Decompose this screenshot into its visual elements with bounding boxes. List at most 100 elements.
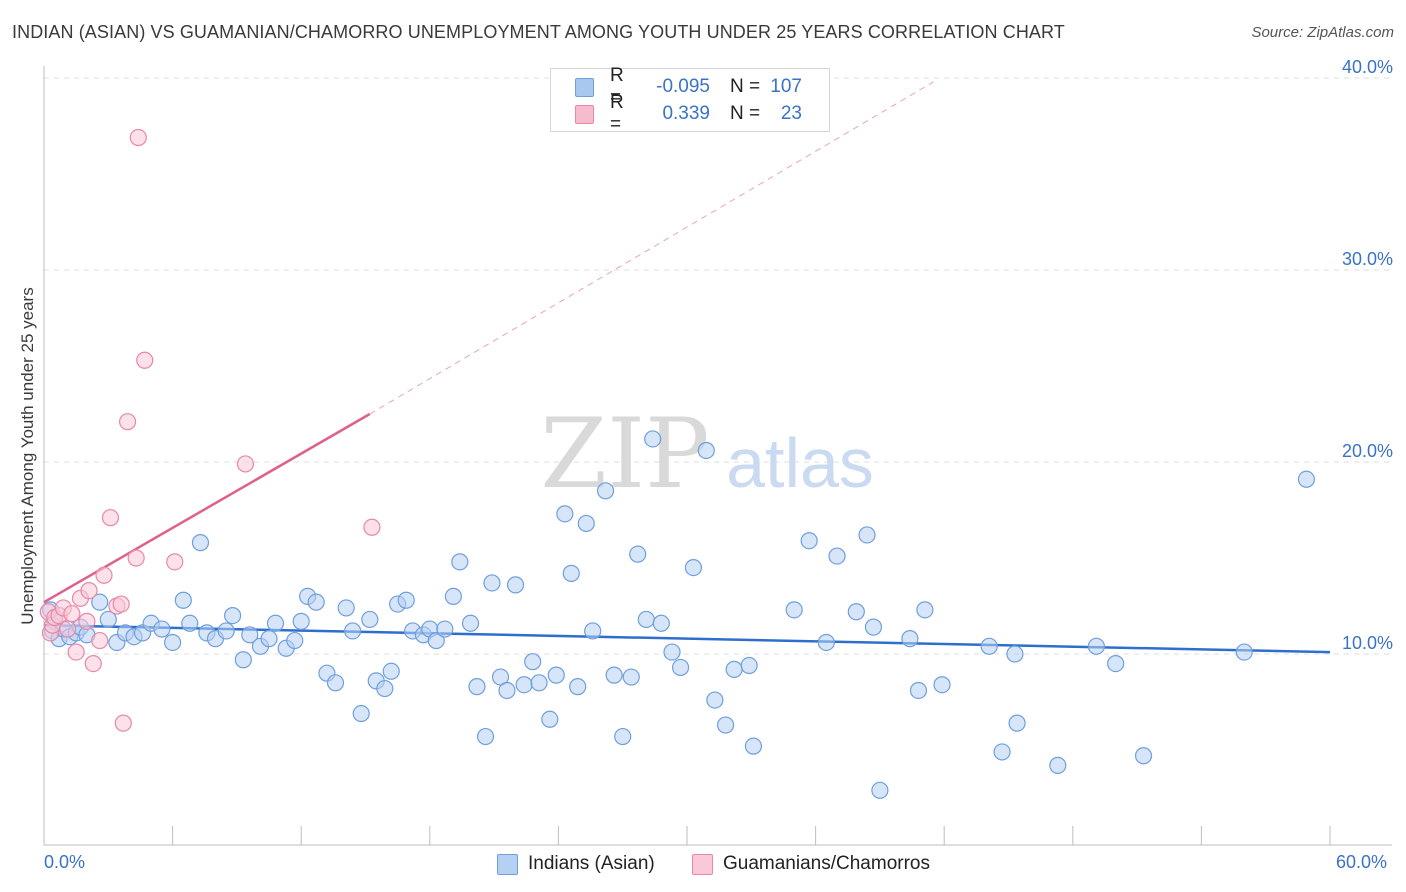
correlation-legend: R = -0.095 N = 107 R = 0.339 N = 23 bbox=[550, 65, 830, 135]
point-indians bbox=[871, 781, 889, 799]
bottom-legend-swatch-indians bbox=[497, 853, 518, 875]
point-indians bbox=[91, 593, 109, 611]
point-indians bbox=[605, 666, 623, 684]
point-indians bbox=[663, 643, 681, 661]
point-indians bbox=[1134, 747, 1153, 765]
point-indians bbox=[164, 633, 182, 652]
point-indians bbox=[344, 622, 362, 640]
legend-r-value: -0.095 bbox=[656, 76, 710, 97]
point-indians bbox=[993, 743, 1011, 761]
legend-n-value: 107 bbox=[770, 76, 802, 97]
point-indians bbox=[191, 534, 210, 552]
bottom-legend-swatch-guamanians bbox=[692, 853, 713, 875]
point-indians bbox=[217, 622, 235, 640]
trend-line-1 bbox=[43, 412, 371, 604]
point-guamanians bbox=[91, 631, 109, 650]
point-indians bbox=[740, 656, 758, 675]
point-indians bbox=[909, 681, 928, 700]
point-guamanians bbox=[95, 566, 113, 584]
point-guamanians bbox=[136, 351, 154, 369]
point-indians bbox=[224, 606, 242, 625]
point-indians bbox=[629, 545, 647, 563]
point-indians bbox=[1107, 654, 1125, 673]
legend-n-label: N = bbox=[730, 103, 761, 124]
point-guamanians bbox=[58, 620, 77, 638]
point-indians bbox=[980, 637, 998, 655]
point-indians bbox=[292, 612, 310, 630]
point-guamanians bbox=[101, 509, 120, 527]
point-indians bbox=[427, 631, 445, 650]
point-indians bbox=[596, 482, 615, 500]
axes bbox=[43, 66, 1392, 846]
point-indians bbox=[266, 614, 285, 632]
point-indians bbox=[622, 668, 640, 686]
point-indians bbox=[800, 532, 818, 550]
legend-row-guamanians: R = 0.339 N = 23 bbox=[575, 92, 802, 135]
point-indians bbox=[569, 678, 587, 696]
point-indians bbox=[864, 618, 883, 636]
y-tick-label: 10.0% bbox=[1342, 633, 1393, 653]
y-tick-label: 40.0% bbox=[1342, 57, 1393, 77]
point-indians bbox=[468, 678, 486, 696]
point-guamanians bbox=[363, 518, 381, 536]
point-indians bbox=[716, 716, 735, 734]
point-indians bbox=[541, 710, 559, 728]
bottom-legend-label-indians: Indians (Asian) bbox=[528, 853, 655, 874]
point-indians bbox=[515, 676, 533, 694]
legend-r-value: 0.339 bbox=[662, 103, 710, 124]
point-indians bbox=[637, 610, 655, 629]
point-indians bbox=[234, 651, 252, 669]
legend-swatch-indians bbox=[575, 77, 594, 97]
point-indians bbox=[901, 630, 919, 648]
point-indians bbox=[382, 662, 400, 680]
point-guamanians bbox=[236, 455, 255, 473]
point-indians bbox=[652, 614, 670, 632]
legend-r-label: R = bbox=[610, 65, 624, 108]
y-tick-label: 30.0% bbox=[1342, 249, 1393, 269]
point-guamanians bbox=[114, 714, 132, 732]
point-indians bbox=[181, 614, 199, 632]
point-indians bbox=[933, 676, 951, 694]
point-indians bbox=[506, 576, 525, 594]
legend-row-indians: R = -0.095 N = 107 bbox=[575, 65, 802, 108]
point-indians bbox=[1049, 756, 1067, 774]
point-indians bbox=[697, 441, 715, 460]
point-indians bbox=[461, 614, 480, 632]
point-indians bbox=[376, 679, 394, 698]
source-label: Source: ZipAtlas.com bbox=[1251, 24, 1394, 41]
point-indians bbox=[1006, 645, 1024, 663]
point-guamanians bbox=[129, 128, 147, 147]
point-guamanians bbox=[118, 413, 137, 431]
point-indians bbox=[498, 681, 516, 700]
point-guamanians bbox=[63, 605, 81, 623]
point-indians bbox=[352, 704, 370, 723]
point-indians bbox=[326, 674, 345, 692]
point-indians bbox=[99, 610, 117, 629]
point-indians bbox=[584, 622, 602, 640]
point-indians bbox=[547, 666, 565, 684]
point-indians bbox=[444, 587, 462, 606]
point-guamanians bbox=[166, 553, 184, 571]
point-indians bbox=[1297, 470, 1316, 488]
point-guamanians bbox=[127, 549, 145, 567]
point-indians bbox=[397, 591, 415, 609]
point-indians bbox=[828, 547, 846, 565]
point-indians bbox=[1008, 714, 1026, 732]
point-indians bbox=[858, 526, 876, 544]
point-indians bbox=[817, 633, 835, 652]
bottom-legend-indians: Indians (Asian) bbox=[497, 852, 655, 876]
watermark-zip: ZIP bbox=[540, 398, 709, 510]
point-guamanians bbox=[67, 643, 85, 661]
point-indians bbox=[614, 727, 632, 746]
x-tick-label-min: 0.0% bbox=[44, 852, 86, 872]
point-indians bbox=[577, 514, 595, 533]
point-indians bbox=[476, 727, 495, 746]
legend-swatch-guamanians bbox=[575, 104, 594, 124]
legend-n-value: 23 bbox=[780, 103, 802, 124]
point-indians bbox=[307, 593, 325, 611]
point-indians bbox=[436, 620, 454, 638]
chart-title: INDIAN (ASIAN) VS GUAMANIAN/CHAMORRO UNE… bbox=[12, 22, 1065, 42]
point-indians bbox=[916, 601, 934, 619]
point-indians bbox=[260, 630, 278, 648]
